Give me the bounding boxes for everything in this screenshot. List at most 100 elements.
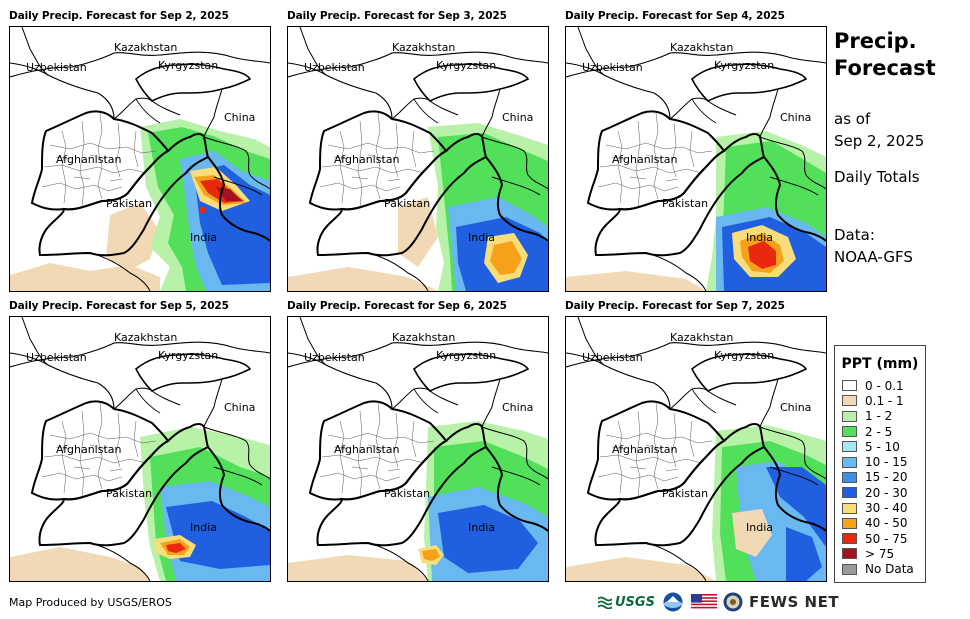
legend-label: 30 - 40 xyxy=(865,501,908,516)
forecast-panel-sep-2: Daily Precip. Forecast for Sep 2, 2025 K… xyxy=(9,10,271,292)
label-uzbekistan: Uzbekistan xyxy=(304,61,365,74)
noaa-logo-icon xyxy=(663,592,683,612)
legend-item: 15 - 20 xyxy=(835,470,925,485)
label-china: China xyxy=(780,401,811,414)
label-kyrgyzstan: Kyrgyzstan xyxy=(436,349,496,362)
label-india: India xyxy=(746,231,773,244)
label-pakistan: Pakistan xyxy=(106,487,152,500)
label-pakistan: Pakistan xyxy=(384,197,430,210)
precip-layer xyxy=(566,131,826,291)
label-afghanistan: Afghanistan xyxy=(612,153,678,166)
legend-label: 15 - 20 xyxy=(865,470,908,485)
main-title-line1: Precip. xyxy=(834,29,917,53)
legend-swatch xyxy=(842,487,857,499)
legend-swatch xyxy=(842,563,857,575)
label-kyrgyzstan: Kyrgyzstan xyxy=(158,59,218,72)
as-of-label: as of xyxy=(834,110,871,128)
label-kyrgyzstan: Kyrgyzstan xyxy=(714,349,774,362)
precip-layer xyxy=(288,421,548,581)
legend-item: 20 - 30 xyxy=(835,485,925,500)
label-kazakhstan: Kazakhstan xyxy=(392,331,455,344)
as-of-date: Sep 2, 2025 xyxy=(834,132,925,150)
legend-swatch xyxy=(842,533,857,545)
legend-swatch xyxy=(842,517,857,529)
legend-swatch xyxy=(842,456,857,468)
legend-label: 1 - 2 xyxy=(865,409,893,424)
label-india: India xyxy=(468,231,495,244)
legend-label: 20 - 30 xyxy=(865,485,908,500)
label-kyrgyzstan: Kyrgyzstan xyxy=(436,59,496,72)
label-pakistan: Pakistan xyxy=(106,197,152,210)
legend-swatch xyxy=(842,441,857,453)
label-uzbekistan: Uzbekistan xyxy=(582,351,643,364)
legend-item: 1 - 2 xyxy=(835,409,925,424)
legend-label: 10 - 15 xyxy=(865,455,908,470)
map-credit: Map Produced by USGS/EROS xyxy=(9,596,172,609)
main-title-line2: Forecast xyxy=(834,56,936,80)
precip-map: Kazakhstan Uzbekistan Kyrgyzstan China A… xyxy=(565,26,827,292)
label-pakistan: Pakistan xyxy=(384,487,430,500)
precip-map: Kazakhstan Uzbekistan Kyrgyzstan China A… xyxy=(565,316,827,582)
precip-layer xyxy=(288,123,548,291)
legend-swatch xyxy=(842,548,857,560)
logo-strip: USGS FEWS NET xyxy=(598,590,839,614)
label-kazakhstan: Kazakhstan xyxy=(114,41,177,54)
label-pakistan: Pakistan xyxy=(662,197,708,210)
forecast-panel-sep-7: Daily Precip. Forecast for Sep 7, 2025 K… xyxy=(565,300,827,582)
legend-item: 0.1 - 1 xyxy=(835,393,925,408)
label-kazakhstan: Kazakhstan xyxy=(670,331,733,344)
legend-label: 50 - 75 xyxy=(865,531,908,546)
label-uzbekistan: Uzbekistan xyxy=(26,351,87,364)
legend-item: > 75 xyxy=(835,546,925,561)
legend-item: 2 - 5 xyxy=(835,424,925,439)
legend-item: 30 - 40 xyxy=(835,500,925,515)
label-china: China xyxy=(224,111,255,124)
legend-label: 5 - 10 xyxy=(865,439,900,454)
legend-swatch xyxy=(842,395,857,407)
label-pakistan: Pakistan xyxy=(662,487,708,500)
legend-item: 50 - 75 xyxy=(835,531,925,546)
legend-label: > 75 xyxy=(865,546,895,561)
us-flag-icon xyxy=(690,594,717,610)
usaid-seal-icon xyxy=(723,592,743,612)
label-kazakhstan: Kazakhstan xyxy=(114,331,177,344)
legend-item: 10 - 15 xyxy=(835,454,925,469)
panel-title: Daily Precip. Forecast for Sep 3, 2025 xyxy=(287,10,507,22)
label-uzbekistan: Uzbekistan xyxy=(26,61,87,74)
label-afghanistan: Afghanistan xyxy=(56,443,122,456)
label-afghanistan: Afghanistan xyxy=(334,153,400,166)
legend-label: No Data xyxy=(865,562,914,577)
label-kazakhstan: Kazakhstan xyxy=(670,41,733,54)
legend-item: 40 - 50 xyxy=(835,516,925,531)
legend-swatch xyxy=(842,502,857,514)
panel-title: Daily Precip. Forecast for Sep 5, 2025 xyxy=(9,300,229,312)
forecast-panel-sep-6: Daily Precip. Forecast for Sep 6, 2025 K… xyxy=(287,300,549,582)
forecast-panel-sep-3: Daily Precip. Forecast for Sep 3, 2025 K… xyxy=(287,10,549,292)
legend-label: 0 - 0.1 xyxy=(865,378,904,393)
label-uzbekistan: Uzbekistan xyxy=(304,351,365,364)
panel-title: Daily Precip. Forecast for Sep 7, 2025 xyxy=(565,300,785,312)
legend-item: 0 - 0.1 xyxy=(835,378,925,393)
label-afghanistan: Afghanistan xyxy=(56,153,122,166)
label-kazakhstan: Kazakhstan xyxy=(392,41,455,54)
precip-layer xyxy=(566,425,826,581)
legend-title: PPT (mm) xyxy=(841,356,919,372)
label-afghanistan: Afghanistan xyxy=(612,443,678,456)
legend-item: 5 - 10 xyxy=(835,439,925,454)
usgs-logo-text: USGS xyxy=(615,594,655,610)
usgs-logo: USGS xyxy=(598,595,655,610)
title-block: Precip. Forecast as of Sep 2, 2025 Daily… xyxy=(834,28,964,268)
precip-map: Kazakhstan Uzbekistan Kyrgyzstan China A… xyxy=(9,316,271,582)
panel-title: Daily Precip. Forecast for Sep 6, 2025 xyxy=(287,300,507,312)
precip-map: Kazakhstan Uzbekistan Kyrgyzstan China A… xyxy=(287,26,549,292)
legend-swatch xyxy=(842,471,857,483)
label-china: China xyxy=(224,401,255,414)
label-india: India xyxy=(190,231,217,244)
label-india: India xyxy=(468,521,495,534)
label-china: China xyxy=(502,401,533,414)
label-kyrgyzstan: Kyrgyzstan xyxy=(714,59,774,72)
label-india: India xyxy=(746,521,773,534)
legend-label: 2 - 5 xyxy=(865,424,893,439)
label-kyrgyzstan: Kyrgyzstan xyxy=(158,349,218,362)
forecast-panel-sep-5: Daily Precip. Forecast for Sep 5, 2025 K… xyxy=(9,300,271,582)
